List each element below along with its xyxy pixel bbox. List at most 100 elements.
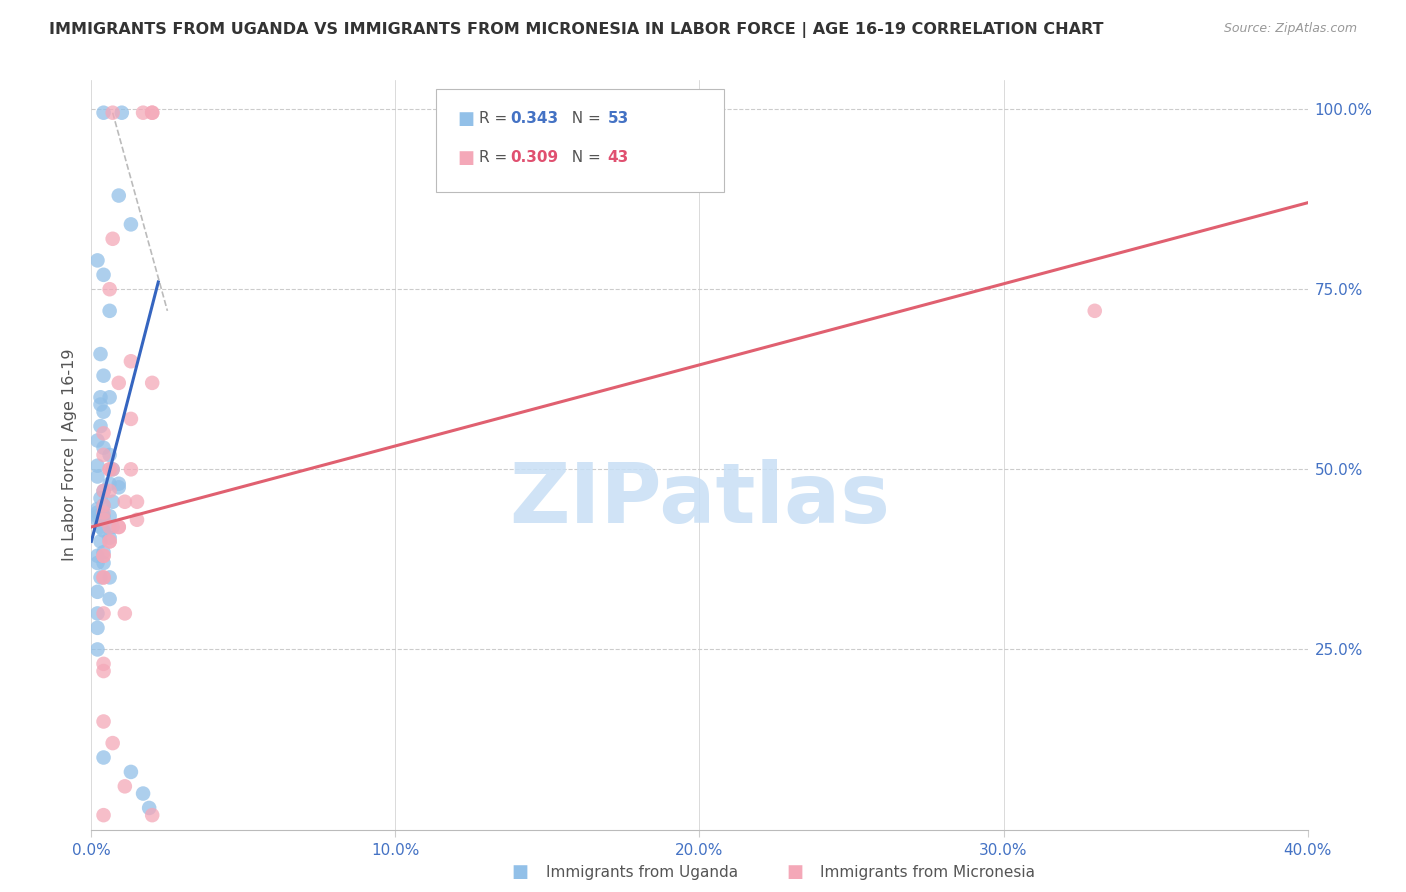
- Point: [93, 524, 115, 538]
- Point: [120, 218, 142, 232]
- Point: [89, 390, 111, 404]
- Point: [89, 534, 111, 549]
- Point: [86, 458, 108, 473]
- Point: [98, 531, 121, 545]
- Point: [107, 188, 129, 202]
- Text: ZIPatlas: ZIPatlas: [509, 459, 890, 541]
- Point: [138, 801, 160, 815]
- Point: [98, 570, 121, 584]
- Text: ■: ■: [512, 863, 529, 881]
- Point: [101, 462, 124, 476]
- Point: [93, 545, 115, 559]
- Point: [125, 513, 148, 527]
- Point: [93, 441, 115, 455]
- Point: [107, 520, 129, 534]
- Point: [98, 448, 121, 462]
- Point: [93, 513, 115, 527]
- Point: [101, 520, 124, 534]
- Text: ■: ■: [786, 863, 803, 881]
- Point: [141, 376, 163, 390]
- Point: [107, 476, 129, 491]
- Text: Immigrants from Uganda: Immigrants from Uganda: [546, 865, 738, 880]
- Point: [93, 509, 115, 524]
- Point: [120, 412, 142, 426]
- Point: [132, 105, 155, 120]
- Point: [86, 549, 108, 563]
- Point: [98, 520, 121, 534]
- Point: [93, 556, 115, 570]
- Point: [107, 520, 129, 534]
- Text: Immigrants from Micronesia: Immigrants from Micronesia: [820, 865, 1035, 880]
- Text: Source: ZipAtlas.com: Source: ZipAtlas.com: [1223, 22, 1357, 36]
- Point: [120, 764, 142, 779]
- Point: [93, 483, 115, 498]
- Point: [98, 509, 121, 524]
- Point: [111, 105, 134, 120]
- Point: [98, 476, 121, 491]
- Text: 0.343: 0.343: [510, 112, 558, 126]
- Text: 43: 43: [607, 151, 628, 165]
- Point: [93, 405, 115, 419]
- Point: [98, 534, 121, 549]
- Point: [98, 462, 121, 476]
- Point: [98, 483, 121, 498]
- Point: [93, 506, 115, 520]
- Point: [93, 105, 115, 120]
- Point: [120, 462, 142, 476]
- Point: [86, 584, 108, 599]
- Point: [141, 808, 163, 822]
- Point: [86, 253, 108, 268]
- Point: [98, 303, 121, 318]
- Point: [93, 499, 115, 513]
- Point: [89, 397, 111, 411]
- Point: [101, 232, 124, 246]
- Point: [86, 469, 108, 483]
- Point: [93, 426, 115, 441]
- Point: [101, 105, 124, 120]
- Point: [93, 664, 115, 678]
- Point: [98, 390, 121, 404]
- Point: [93, 808, 115, 822]
- Point: [93, 549, 115, 563]
- Point: [141, 105, 163, 120]
- Point: [93, 607, 115, 621]
- Point: [98, 462, 121, 476]
- Point: [120, 354, 142, 368]
- Point: [93, 657, 115, 671]
- Point: [89, 520, 111, 534]
- Point: [86, 556, 108, 570]
- Text: 0.309: 0.309: [510, 151, 558, 165]
- Point: [114, 607, 136, 621]
- Text: ■: ■: [457, 149, 474, 167]
- Point: [89, 347, 111, 361]
- Point: [93, 268, 115, 282]
- Point: [86, 506, 108, 520]
- Point: [89, 570, 111, 584]
- Y-axis label: In Labor Force | Age 16-19: In Labor Force | Age 16-19: [62, 349, 77, 561]
- Text: N =: N =: [562, 112, 606, 126]
- Point: [93, 368, 115, 383]
- Point: [93, 570, 115, 584]
- Point: [93, 750, 115, 764]
- Point: [93, 499, 115, 513]
- Point: [125, 494, 148, 508]
- Point: [107, 376, 129, 390]
- Point: [93, 570, 115, 584]
- Point: [93, 448, 115, 462]
- Point: [98, 282, 121, 296]
- Point: [93, 549, 115, 563]
- Point: [86, 434, 108, 448]
- Point: [93, 714, 115, 729]
- Text: R =: R =: [479, 151, 513, 165]
- Point: [114, 780, 136, 794]
- Point: [86, 607, 108, 621]
- Point: [101, 462, 124, 476]
- Point: [141, 105, 163, 120]
- Point: [86, 509, 108, 524]
- Point: [86, 642, 108, 657]
- Point: [132, 787, 155, 801]
- Text: N =: N =: [562, 151, 606, 165]
- Point: [107, 480, 129, 494]
- Point: [86, 621, 108, 635]
- Text: IMMIGRANTS FROM UGANDA VS IMMIGRANTS FROM MICRONESIA IN LABOR FORCE | AGE 16-19 : IMMIGRANTS FROM UGANDA VS IMMIGRANTS FRO…: [49, 22, 1104, 38]
